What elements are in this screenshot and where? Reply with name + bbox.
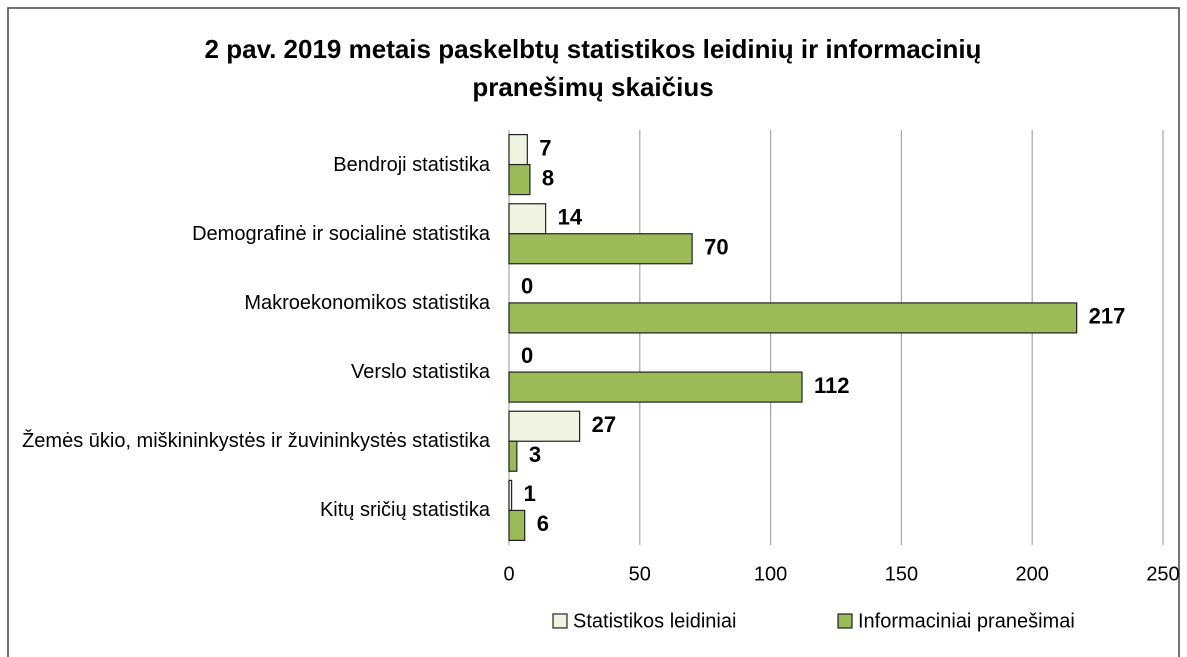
bar: [508, 440, 518, 472]
y-tick-label: Makroekonomikos statistika: [244, 291, 490, 314]
x-tick-label: 0: [503, 563, 514, 585]
y-tick-label: Kitų sričių statistika: [319, 499, 490, 522]
bar: [508, 203, 547, 235]
data-label: 217: [1089, 304, 1126, 329]
data-label: 27: [592, 412, 616, 437]
bar: [508, 163, 531, 196]
legend-swatch: [552, 613, 568, 629]
x-tick-label: 150: [885, 563, 918, 585]
y-tick-label: Žemės ūkio, miškininkystės ir žuvininkys…: [22, 430, 490, 453]
data-label: 7: [539, 135, 551, 160]
bar: [508, 479, 513, 512]
x-tick-label: 250: [1146, 563, 1179, 585]
x-tick-label: 100: [754, 563, 787, 585]
frame: [7, 7, 1180, 657]
y-tick-label: Bendroji statistika: [333, 153, 490, 176]
x-tick-label: 200: [1016, 563, 1049, 585]
legend-swatch: [837, 613, 853, 629]
x-tick-label: 50: [629, 563, 651, 585]
data-label: 112: [814, 373, 850, 398]
bar: [508, 509, 526, 542]
data-label: 0: [521, 343, 533, 368]
bar: [508, 233, 693, 265]
bar: [508, 133, 528, 166]
y-tick-label: Verslo statistika: [351, 361, 490, 384]
legend-label: Informaciniai pranešimai: [858, 610, 1075, 632]
data-label: 1: [524, 481, 536, 506]
bar: [508, 410, 581, 442]
data-label: 6: [537, 511, 549, 536]
bar: [508, 371, 803, 403]
data-label: 70: [704, 235, 728, 260]
data-label: 0: [521, 274, 533, 299]
y-tick-label: Demografinė ir socialinė statistika: [192, 222, 490, 245]
bar: [508, 302, 1078, 334]
legend-label: Statistikos leidiniai: [573, 610, 736, 632]
data-label: 3: [529, 442, 541, 467]
chart-title: 2 pav. 2019 metais paskelbtų statistikos…: [204, 34, 982, 102]
data-label: 14: [558, 205, 583, 230]
data-label: 8: [542, 165, 554, 190]
